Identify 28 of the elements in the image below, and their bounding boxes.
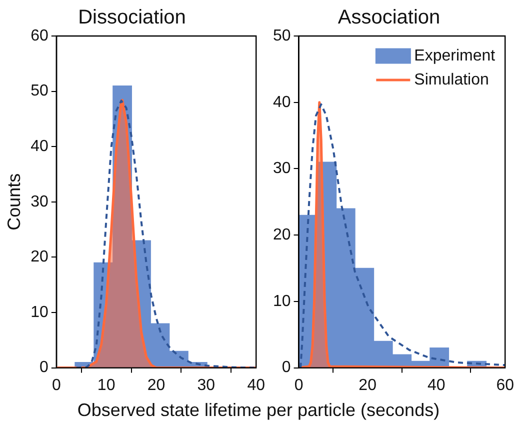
x-tick-label: 60	[496, 376, 514, 394]
legend-label: Experiment	[414, 47, 496, 64]
y-tick-label: 50	[273, 27, 291, 44]
x-tick-label: 30	[197, 376, 216, 394]
y-tick-label: 20	[30, 248, 48, 266]
y-tick-label: 50	[30, 82, 48, 100]
y-axis-title: Counts	[4, 173, 24, 230]
y-tick-label: 0	[39, 359, 48, 376]
x-tick-label: 20	[358, 376, 377, 394]
y-tick-label: 40	[30, 138, 48, 156]
legend-label: Simulation	[414, 71, 489, 88]
x-tick-label: 0	[294, 376, 304, 394]
x-tick-label: 0	[52, 376, 61, 394]
y-tick-label: 10	[30, 304, 48, 321]
chart-title: Association	[338, 6, 440, 29]
y-tick-label: 0	[282, 359, 291, 376]
x-axis-title: Observed state lifetime per particle (seconds)	[76, 400, 441, 421]
y-tick-label: 20	[273, 226, 291, 244]
y-tick-label: 30	[273, 160, 291, 178]
x-tick-label: 10	[97, 376, 116, 394]
y-tick-label: 60	[30, 27, 48, 44]
x-tick-label: 40	[247, 376, 266, 394]
x-tick-label: 40	[427, 376, 446, 394]
x-tick-label: 20	[147, 376, 166, 394]
y-tick-label: 10	[273, 292, 291, 310]
y-tick-label: 30	[30, 193, 48, 210]
y-tick-label: 40	[273, 94, 291, 111]
chart-title: Dissociation	[78, 6, 186, 29]
